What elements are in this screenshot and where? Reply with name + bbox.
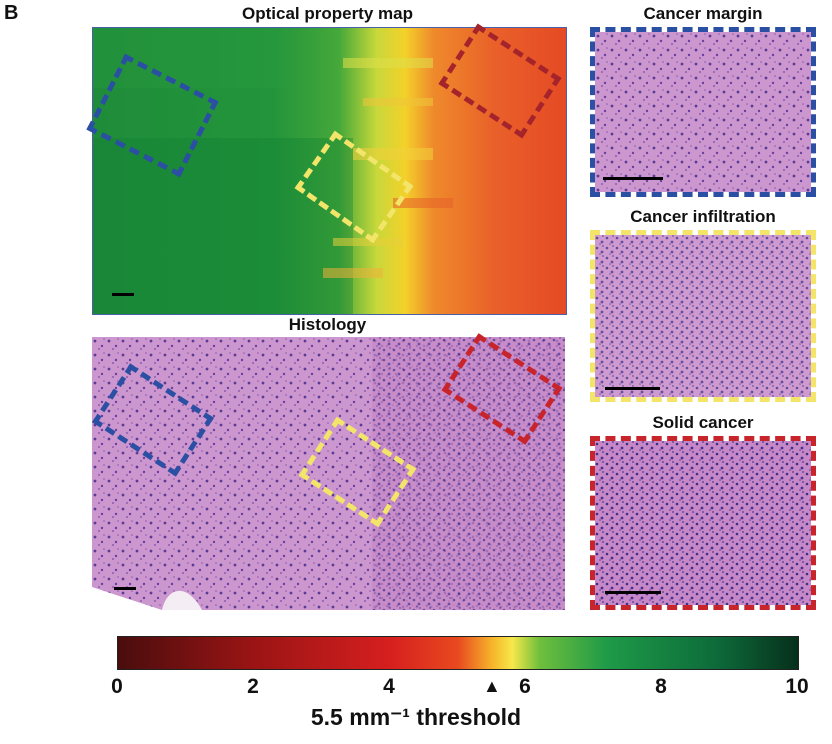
cancer-infiltration-image [590,230,816,402]
scale-bar-margin [603,177,663,180]
panel-letter: B [4,2,19,24]
histology-image [92,337,565,610]
scale-bar-solid [605,591,661,594]
threshold-label: 5.5 mm⁻¹ threshold [310,704,522,730]
scale-bar-map [112,293,134,296]
colorbar-tick-label: 10 [785,675,809,698]
colorbar-tick-label: 4 [383,675,395,698]
cancer-infiltration-title: Cancer infiltration [630,207,776,226]
optical-map-title: Optical property map [242,4,413,23]
colorbar-tick-label: 6 [519,675,531,698]
cancer-margin-image [590,27,816,197]
histology-title: Histology [288,315,367,334]
cancer-margin-title: Cancer margin [643,4,763,23]
arrow-up-icon: ▲ [483,676,501,696]
solid-cancer-image [590,436,816,610]
colorbar-tick-label: 8 [655,675,667,698]
scale-bar-histology [114,587,136,590]
colorbar [117,636,799,670]
solid-cancer-title: Solid cancer [652,413,754,432]
colorbar-tick-label: 2 [247,675,259,698]
scale-bar-infiltration [605,387,660,390]
colorbar-tick-label: 0 [111,675,123,698]
optical-property-map [92,27,567,315]
